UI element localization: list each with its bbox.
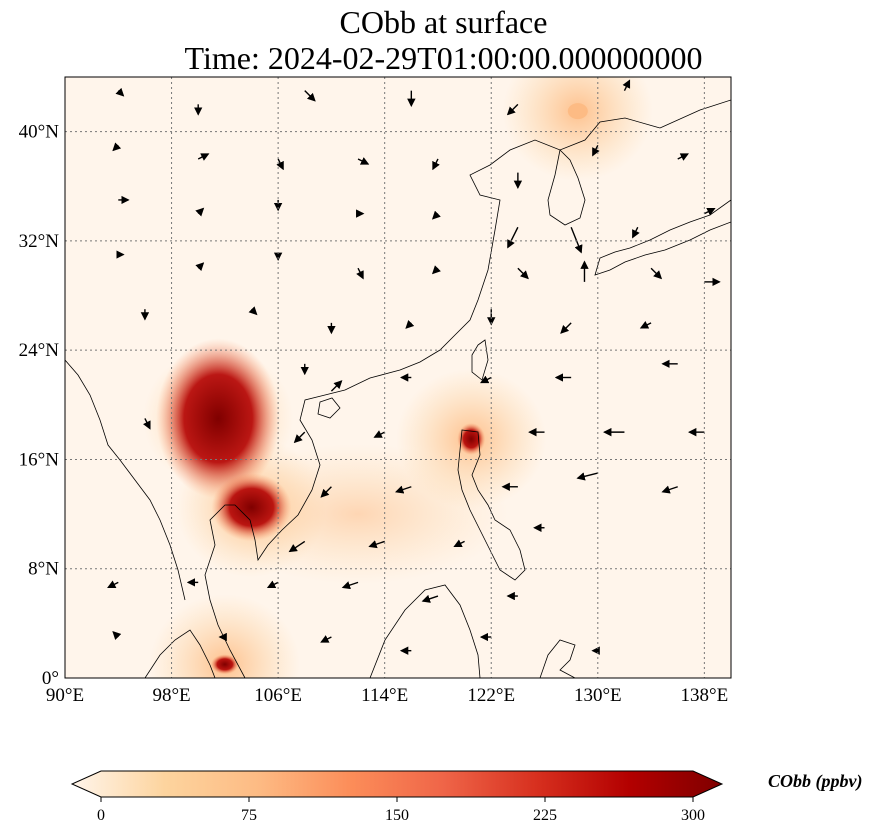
x-axis-ticks: 90°E 98°E 106°E 114°E 122°E 130°E 138°E bbox=[46, 685, 728, 706]
wind-arrow bbox=[453, 539, 465, 548]
coastline-japan bbox=[594, 199, 731, 276]
hotspot-0 bbox=[156, 338, 281, 499]
wind-arrow bbox=[368, 540, 385, 549]
concentration-plume bbox=[208, 444, 509, 585]
wind-arrow bbox=[288, 540, 306, 553]
wind-arrow bbox=[357, 157, 370, 165]
wind-arrow bbox=[320, 635, 332, 643]
y-axis-ticks: 0° 8°N 16°N 24°N 32°N 40°N bbox=[19, 122, 60, 689]
wind-arrow bbox=[576, 472, 598, 481]
wind-arrow bbox=[341, 581, 359, 590]
wind-arrow bbox=[704, 207, 716, 216]
x-tick-label: 90°E bbox=[46, 685, 84, 706]
map-frame bbox=[64, 76, 732, 679]
map-plot-area bbox=[65, 77, 731, 678]
colorbar-label: CObb (ppbv) bbox=[768, 771, 862, 792]
wind-vector-layer bbox=[107, 79, 721, 655]
wind-arrow bbox=[330, 380, 343, 392]
coastline-sulawesi bbox=[539, 639, 576, 678]
wind-arrow bbox=[266, 580, 279, 589]
wind-arrow bbox=[356, 267, 364, 280]
chart-title-line-1: CObb at surface bbox=[339, 4, 548, 40]
y-tick-label: 24°N bbox=[19, 340, 60, 361]
wind-arrow bbox=[479, 375, 492, 384]
y-tick-label: 40°N bbox=[19, 122, 60, 143]
gridlines bbox=[65, 77, 731, 678]
y-tick-label: 8°N bbox=[28, 559, 59, 580]
x-tick-label: 122°E bbox=[467, 685, 515, 706]
wind-arrow bbox=[320, 486, 332, 498]
y-tick-label: 32°N bbox=[19, 231, 60, 252]
wind-arrow bbox=[304, 90, 316, 102]
wind-arrow bbox=[195, 262, 205, 272]
x-tick-label: 98°E bbox=[152, 685, 190, 706]
hotspot-1 bbox=[211, 473, 292, 542]
coastline-hainan bbox=[317, 397, 341, 419]
coastline-korea bbox=[547, 149, 586, 226]
chart-title-line-2: Time: 2024-02-29T01:00:00.000000000 bbox=[184, 40, 703, 76]
wind-arrow bbox=[112, 631, 122, 640]
hotspot-2 bbox=[457, 422, 486, 455]
coastline-borneo bbox=[369, 584, 481, 678]
coastline-layer bbox=[65, 99, 731, 678]
x-tick-label: 106°E bbox=[254, 685, 302, 706]
wind-arrow bbox=[622, 79, 631, 91]
wind-arrow bbox=[373, 430, 385, 438]
wind-arrow bbox=[560, 322, 572, 334]
colorbar: 0 75 150 225 300 CObb (ppbv) bbox=[70, 770, 862, 824]
wind-arrow bbox=[143, 418, 151, 430]
wind-arrow bbox=[195, 207, 205, 217]
wind-arrow bbox=[517, 267, 529, 280]
y-tick-label: 0° bbox=[42, 668, 59, 689]
wind-arrow bbox=[661, 485, 678, 494]
colorbar-bar bbox=[70, 770, 724, 798]
wind-arrow bbox=[592, 144, 600, 157]
wind-arrow bbox=[431, 210, 441, 220]
coastline-east-asia bbox=[204, 99, 731, 678]
colorbar-tick-label: 225 bbox=[533, 807, 557, 824]
wind-arrow bbox=[276, 158, 284, 171]
wind-arrow bbox=[293, 431, 306, 444]
wind-arrow bbox=[506, 103, 519, 116]
wind-arrow bbox=[677, 153, 689, 161]
y-tick-label: 16°N bbox=[19, 449, 60, 470]
wind-arrow bbox=[115, 87, 125, 97]
colorbar-tick-label: 75 bbox=[241, 807, 257, 824]
x-tick-label: 130°E bbox=[574, 685, 622, 706]
wind-arrow bbox=[248, 306, 258, 316]
hotspot-3 bbox=[567, 103, 588, 120]
colorbar-tick-label: 150 bbox=[385, 807, 409, 824]
hotspot-4 bbox=[210, 654, 239, 675]
wind-arrow bbox=[432, 158, 440, 171]
coastline-sumatra bbox=[144, 629, 216, 678]
wind-arrow bbox=[405, 319, 415, 329]
hotspot-layer bbox=[156, 103, 588, 675]
wind-arrow bbox=[632, 226, 640, 239]
wind-arrow bbox=[421, 594, 439, 603]
x-tick-label: 114°E bbox=[361, 685, 408, 706]
colorbar-tick-label: 300 bbox=[681, 807, 705, 824]
wind-arrow bbox=[394, 485, 412, 494]
wind-arrow bbox=[650, 267, 663, 280]
concentration-glow bbox=[502, 77, 653, 182]
x-tick-label: 138°E bbox=[681, 685, 729, 706]
wind-arrow bbox=[197, 153, 210, 161]
wind-arrow bbox=[431, 265, 441, 275]
wind-arrow bbox=[639, 320, 652, 329]
wind-arrow bbox=[570, 226, 583, 254]
wind-arrow bbox=[112, 142, 122, 152]
coastline-myanmar bbox=[65, 359, 186, 601]
wind-arrow bbox=[107, 580, 119, 589]
wind-arrow bbox=[507, 226, 519, 249]
colorbar-tick-label: 0 bbox=[97, 807, 105, 824]
coastline-philippines bbox=[457, 429, 526, 581]
colorbar-ticks: 0 75 150 225 300 bbox=[97, 797, 705, 824]
